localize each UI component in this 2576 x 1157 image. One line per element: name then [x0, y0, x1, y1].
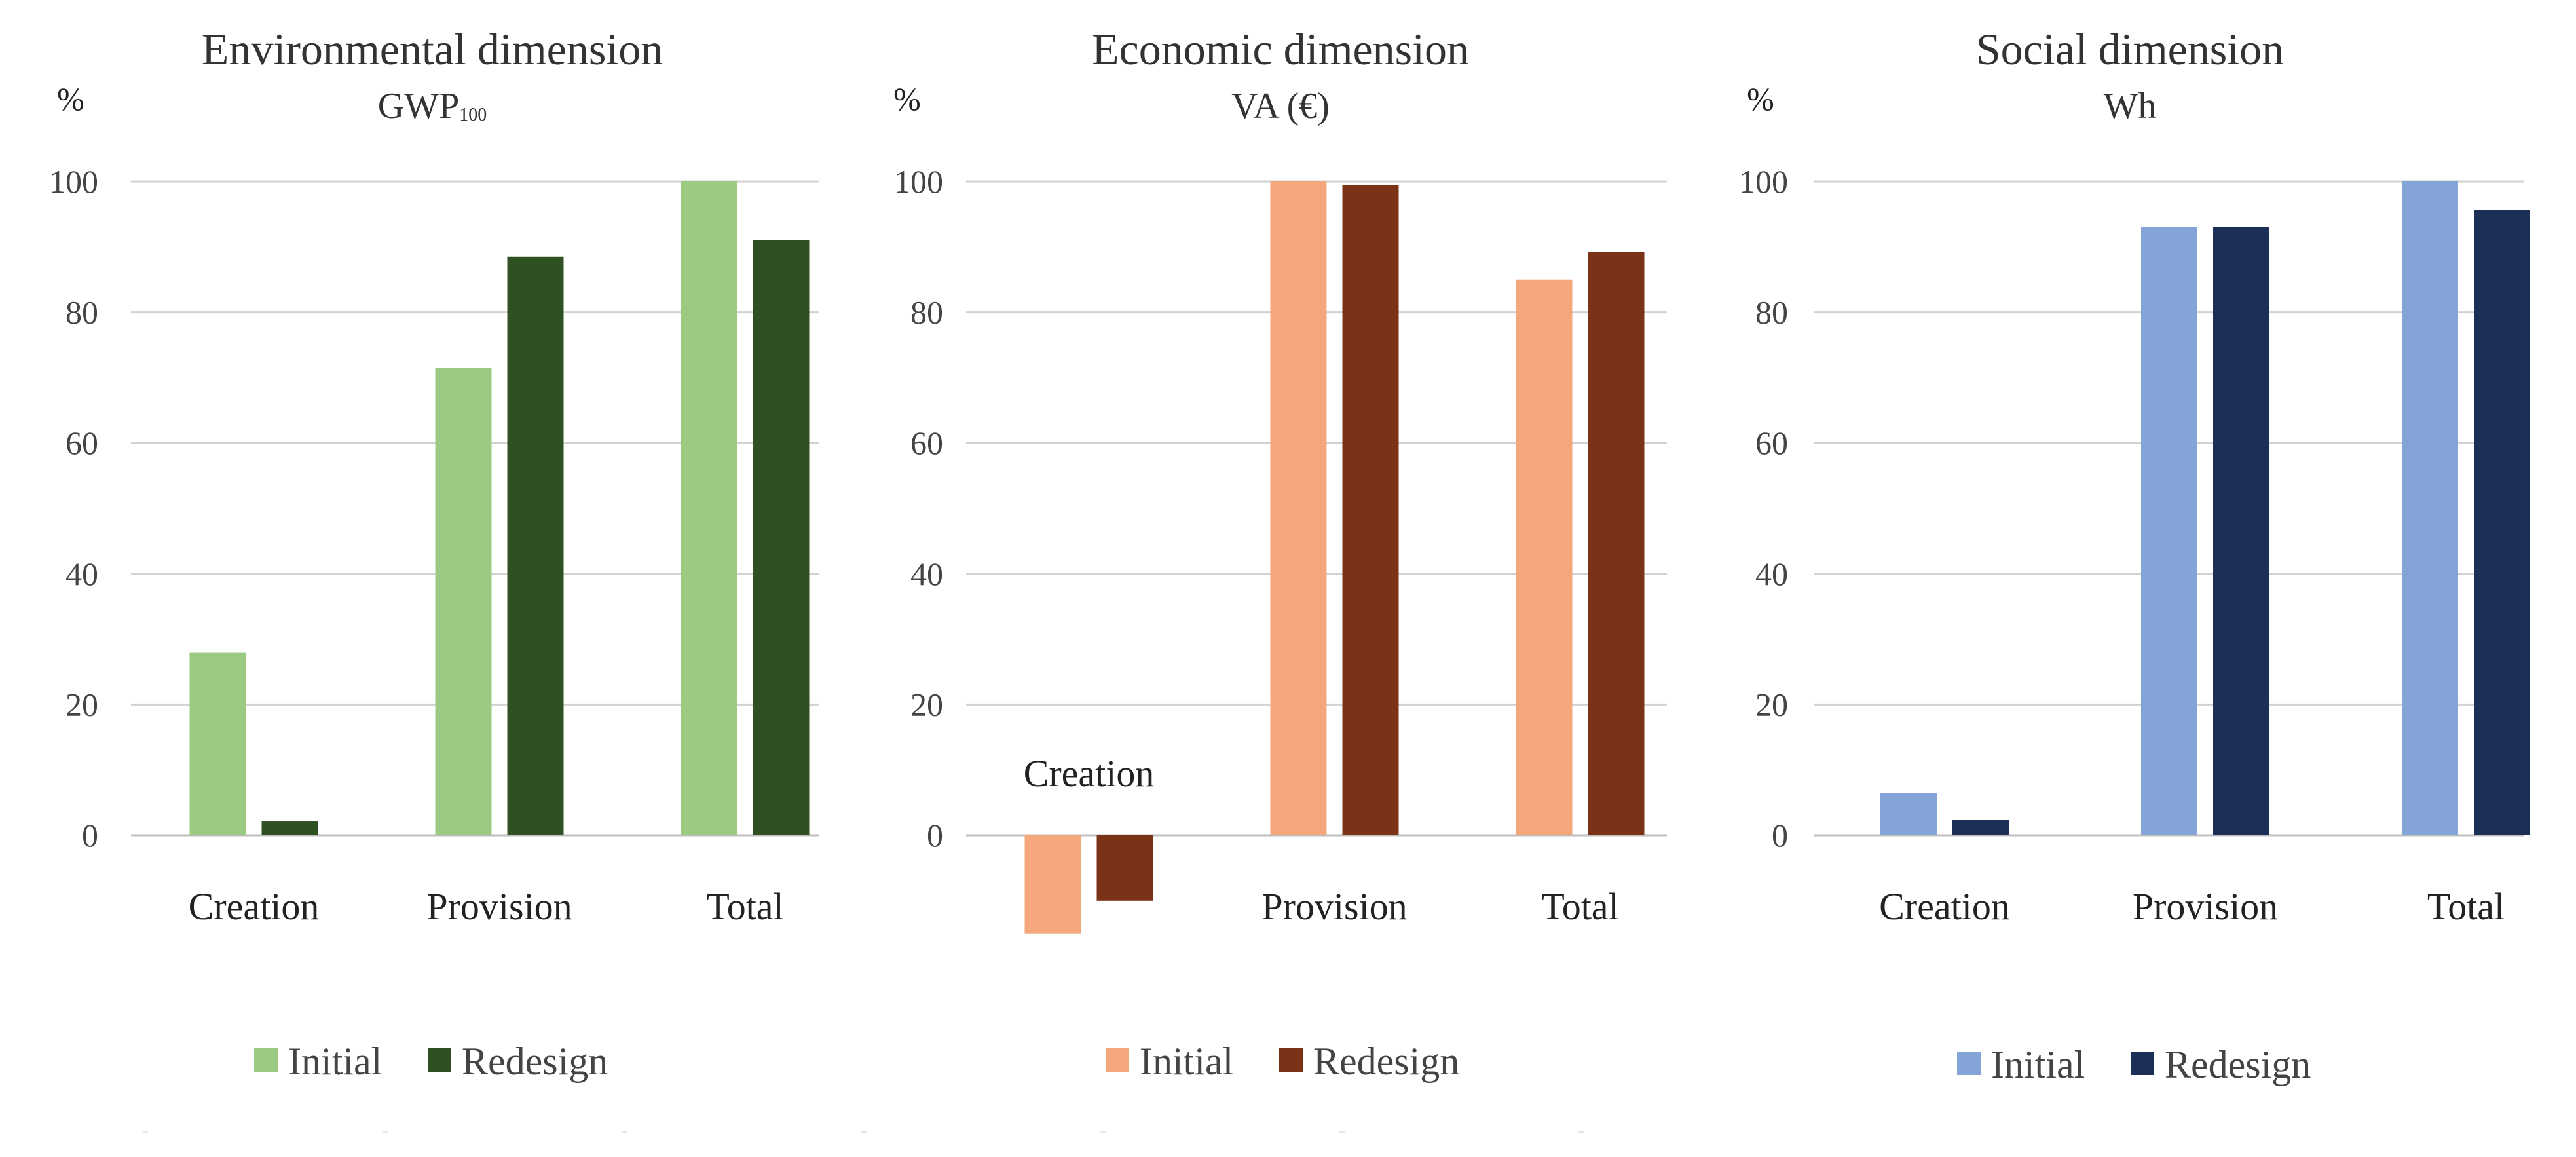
bar-creation-redesign: [261, 821, 318, 835]
chart-subtitle: VA (€): [1231, 86, 1330, 126]
bar-provision-initial: [1270, 181, 1327, 835]
bar-total-initial: [2402, 181, 2458, 835]
y-tick-label: 40: [910, 556, 943, 592]
bar-creation-redesign: [1952, 820, 2009, 835]
legend-swatch-redesign: [2131, 1052, 2154, 1075]
x-category-label: Provision: [426, 885, 572, 928]
y-tick-label: 100: [1739, 163, 1788, 200]
x-category-label: Provision: [1261, 885, 1407, 928]
bar-provision-redesign: [2213, 227, 2269, 835]
bar-creation-initial: [1024, 835, 1081, 934]
bar-provision-redesign: [1342, 184, 1399, 835]
legend-swatch-redesign: [1279, 1048, 1303, 1072]
x-category-label: Creation: [1024, 752, 1155, 795]
x-category-label: Total: [1541, 885, 1618, 928]
x-category-label: Provision: [2133, 885, 2278, 928]
bar-total-redesign: [1588, 252, 1645, 835]
chart-subtitle-subscript: h: [2138, 86, 2156, 126]
chart-panel-2: Economic dimension VA (€)% 0 20 40 60 80 100 Cre…: [893, 24, 1667, 1083]
chart-title: Social dimension: [1976, 24, 2284, 74]
x-category-label: Total: [2427, 885, 2505, 928]
bar-creation-redesign: [1096, 835, 1153, 901]
legend-swatch-initial: [254, 1048, 278, 1072]
chart-panel-1: Environmental dimensionGWP100%0204060801…: [49, 24, 819, 1083]
bar-total-initial: [681, 181, 737, 835]
x-category-label: Creation: [189, 885, 320, 928]
legend-label-initial: Initial: [288, 1040, 382, 1083]
bar-total-initial: [1516, 279, 1573, 835]
y-axis-unit: %: [893, 81, 921, 117]
chart-subtitle: Wh: [2104, 86, 2157, 126]
y-tick-label: 100: [49, 163, 98, 200]
x-category-label: Creation: [1879, 885, 2010, 928]
y-tick-label: 0: [927, 817, 943, 854]
legend-label-initial: Initial: [1140, 1040, 1233, 1083]
legend-label-redesign: Redesign: [462, 1040, 608, 1083]
x-category-label: Total: [706, 885, 783, 928]
y-tick-label: 100: [894, 163, 943, 200]
bar-total-redesign: [2474, 210, 2530, 835]
chart-subtitle-main: W: [2104, 86, 2138, 126]
bar-provision-initial: [435, 368, 492, 835]
y-axis-unit: %: [57, 81, 84, 117]
legend-swatch-redesign: [428, 1048, 451, 1072]
bar-creation-initial: [189, 652, 246, 835]
y-tick-label: 80: [1755, 294, 1788, 331]
legend-swatch-initial: [1957, 1052, 1981, 1075]
chart-title: Environmental dimension: [202, 24, 663, 74]
y-axis-unit: %: [1747, 81, 1774, 117]
y-tick-label: 20: [1755, 686, 1788, 723]
y-tick-label: 20: [65, 686, 98, 723]
legend-label-redesign: Redesign: [2165, 1043, 2311, 1086]
legend-label-redesign: Redesign: [1313, 1040, 1459, 1083]
chart-subtitle-main: GWP: [378, 86, 459, 126]
y-tick-label: 20: [910, 686, 943, 723]
chart-subtitle-main: VA (€): [1231, 86, 1330, 126]
y-tick-label: 80: [910, 294, 943, 331]
y-tick-label: 0: [1772, 817, 1788, 854]
y-tick-label: 40: [1755, 556, 1788, 592]
y-tick-label: 0: [82, 817, 98, 854]
chart-subtitle-subscript: 100: [459, 105, 487, 125]
bar-provision-redesign: [507, 256, 564, 835]
chart-panel-3: Social dimension Wh% 0 20 40 60 80 100 Creation P…: [1739, 24, 2530, 1086]
legend-label-initial: Initial: [1991, 1043, 2085, 1086]
y-tick-label: 60: [910, 425, 943, 461]
bar-creation-initial: [1880, 793, 1937, 835]
y-tick-label: 60: [1755, 425, 1788, 461]
bar-total-redesign: [753, 240, 810, 835]
legend-swatch-initial: [1106, 1048, 1129, 1072]
bar-provision-initial: [2141, 227, 2197, 835]
chart-title: Economic dimension: [1092, 24, 1469, 74]
chart-subtitle: GWP100: [378, 86, 487, 126]
y-tick-label: 60: [65, 425, 98, 461]
y-tick-label: 80: [65, 294, 98, 331]
y-tick-label: 40: [65, 556, 98, 592]
